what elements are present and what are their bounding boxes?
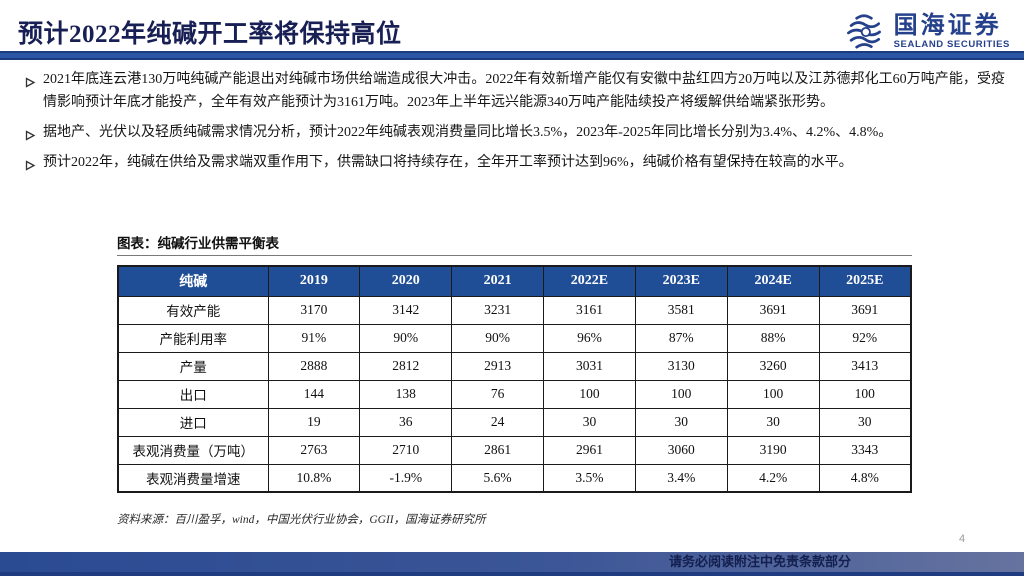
bullet-text: 预计2022年，纯碱在供给及需求端双重作用下，供需缺口将持续存在，全年开工率预计… bbox=[43, 155, 853, 170]
table-header-year: 2025E bbox=[818, 265, 912, 297]
table-cell: 96% bbox=[543, 323, 636, 353]
table-header-year: 2019 bbox=[267, 265, 361, 297]
table-cell: 30 bbox=[818, 407, 912, 437]
table-header-row: 纯碱 2019 2020 2021 2022E 2023E 2024E 2025E bbox=[117, 265, 912, 297]
table-cell: 2710 bbox=[359, 435, 453, 465]
table-cell: 3581 bbox=[634, 295, 728, 325]
table-cell: 4.2% bbox=[726, 463, 820, 493]
table-cell: 2888 bbox=[267, 351, 361, 381]
row-label: 产量 bbox=[117, 351, 269, 381]
table-cell: 10.8% bbox=[267, 463, 361, 493]
caption-divider-rule bbox=[117, 255, 912, 256]
table-row: 产量 2888 2812 2913 3031 3130 3260 3413 bbox=[117, 351, 912, 381]
arrow-bullet-icon bbox=[25, 156, 36, 179]
row-label: 产能利用率 bbox=[117, 323, 269, 353]
table-cell: 3130 bbox=[634, 351, 728, 381]
table-cell: 90% bbox=[359, 323, 453, 353]
table-row: 有效产能 3170 3142 3231 3161 3581 3691 3691 bbox=[117, 295, 912, 325]
table-cell: 144 bbox=[267, 379, 361, 409]
table-cell: 2861 bbox=[451, 435, 545, 465]
row-label: 进口 bbox=[117, 407, 269, 437]
footer-bottom-line bbox=[0, 572, 1024, 576]
table-cell: 100 bbox=[634, 379, 728, 409]
bullet-text: 2021年底连云港130万吨纯碱产能退出对纯碱市场供给端造成很大冲击。2022年… bbox=[43, 72, 1005, 110]
table-cell: 2961 bbox=[543, 435, 636, 465]
logo-text: 国海证券 SEALAND SECURITIES bbox=[894, 13, 1010, 51]
table-row: 表观消费量增速 10.8% -1.9% 5.6% 3.5% 3.4% 4.2% 4.8% bbox=[117, 463, 912, 493]
supply-demand-table: 纯碱 2019 2020 2021 2022E 2023E 2024E 2025E 有效产能 3… bbox=[117, 265, 912, 493]
table-header-year: 2023E bbox=[634, 265, 728, 297]
row-label: 出口 bbox=[117, 379, 269, 409]
footer-bar bbox=[0, 552, 1024, 572]
row-label: 表观消费量增速 bbox=[117, 463, 269, 493]
table-cell: 100 bbox=[543, 379, 636, 409]
table-cell: 87% bbox=[634, 323, 728, 353]
table-cell: 4.8% bbox=[818, 463, 912, 493]
table-cell: 3231 bbox=[451, 295, 545, 325]
table-cell: 3.5% bbox=[543, 463, 636, 493]
table-row: 出口 144 138 76 100 100 100 100 bbox=[117, 379, 912, 409]
table-header-year: 2022E bbox=[543, 265, 636, 297]
table-cell: 90% bbox=[451, 323, 545, 353]
page-number: 4 bbox=[958, 533, 966, 545]
data-source-note: 资料来源：百川盈孚，wind，中国光伏行业协会，GGII，国海证券研究所 bbox=[117, 514, 486, 526]
table-cell: 3691 bbox=[726, 295, 820, 325]
table-row: 进口 19 36 24 30 30 30 30 bbox=[117, 407, 912, 437]
table-header-year: 2020 bbox=[359, 265, 453, 297]
table-cell: 5.6% bbox=[451, 463, 545, 493]
figure-caption: 图表：纯碱行业供需平衡表 bbox=[117, 236, 279, 251]
table-cell: 2913 bbox=[451, 351, 545, 381]
table-cell: 100 bbox=[726, 379, 820, 409]
table-cell: 138 bbox=[359, 379, 453, 409]
bullet-item: 据地产、光伏以及轻质纯碱需求情况分析，预计2022年纯碱表观消费量同比增长3.5… bbox=[25, 121, 1005, 144]
table-cell: 30 bbox=[634, 407, 728, 437]
table-cell: 3060 bbox=[634, 435, 728, 465]
logo-name-en: SEALAND SECURITIES bbox=[893, 39, 1010, 50]
bullet-text: 据地产、光伏以及轻质纯碱需求情况分析，预计2022年纯碱表观消费量同比增长3.5… bbox=[43, 125, 893, 140]
table-header-year: 2024E bbox=[726, 265, 820, 297]
table-cell: 3260 bbox=[726, 351, 820, 381]
disclaimer-text: 请务必阅读附注中免责条款部分 bbox=[668, 554, 851, 569]
arrow-bullet-icon bbox=[25, 73, 36, 96]
table-cell: -1.9% bbox=[359, 463, 453, 493]
table-cell: 91% bbox=[267, 323, 361, 353]
sealand-wave-icon bbox=[846, 14, 881, 49]
table-cell: 3343 bbox=[818, 435, 912, 465]
arrow-bullet-icon bbox=[25, 126, 36, 149]
table-cell: 3170 bbox=[267, 295, 361, 325]
table-header-product: 纯碱 bbox=[117, 265, 269, 297]
table-cell: 76 bbox=[451, 379, 545, 409]
row-label: 有效产能 bbox=[117, 295, 269, 325]
table-cell: 88% bbox=[726, 323, 820, 353]
table-row: 产能利用率 91% 90% 90% 96% 87% 88% 92% bbox=[117, 323, 912, 353]
table-cell: 3190 bbox=[726, 435, 820, 465]
table-cell: 30 bbox=[543, 407, 636, 437]
logo-name-cn: 国海证券 bbox=[893, 12, 1002, 39]
table-cell: 19 bbox=[267, 407, 361, 437]
table-cell: 3031 bbox=[543, 351, 636, 381]
table-cell: 2812 bbox=[359, 351, 453, 381]
page-title: 预计2022年纯碱开工率将保持高位 bbox=[18, 21, 402, 48]
table-cell: 3413 bbox=[818, 351, 912, 381]
table-cell: 3161 bbox=[543, 295, 636, 325]
table-cell: 3.4% bbox=[634, 463, 728, 493]
table-cell: 30 bbox=[726, 407, 820, 437]
table-cell: 36 bbox=[359, 407, 453, 437]
table-cell: 24 bbox=[451, 407, 545, 437]
table-cell: 100 bbox=[818, 379, 912, 409]
bullet-item: 预计2022年，纯碱在供给及需求端双重作用下，供需缺口将持续存在，全年开工率预计… bbox=[25, 151, 1005, 174]
table-header-year: 2021 bbox=[451, 265, 545, 297]
table-cell: 3691 bbox=[818, 295, 912, 325]
summary-bullets: 2021年底连云港130万吨纯碱产能退出对纯碱市场供给端造成很大冲击。2022年… bbox=[25, 68, 1005, 181]
row-label: 表观消费量（万吨） bbox=[117, 435, 269, 465]
bullet-item: 2021年底连云港130万吨纯碱产能退出对纯碱市场供给端造成很大冲击。2022年… bbox=[25, 68, 1005, 114]
title-divider-rule bbox=[0, 51, 1024, 60]
table-cell: 92% bbox=[818, 323, 912, 353]
table-cell: 2763 bbox=[267, 435, 361, 465]
company-logo: 国海证券 SEALAND SECURITIES bbox=[842, 10, 1010, 54]
table-cell: 3142 bbox=[359, 295, 453, 325]
table-row: 表观消费量（万吨） 2763 2710 2861 2961 3060 3190 3343 bbox=[117, 435, 912, 465]
